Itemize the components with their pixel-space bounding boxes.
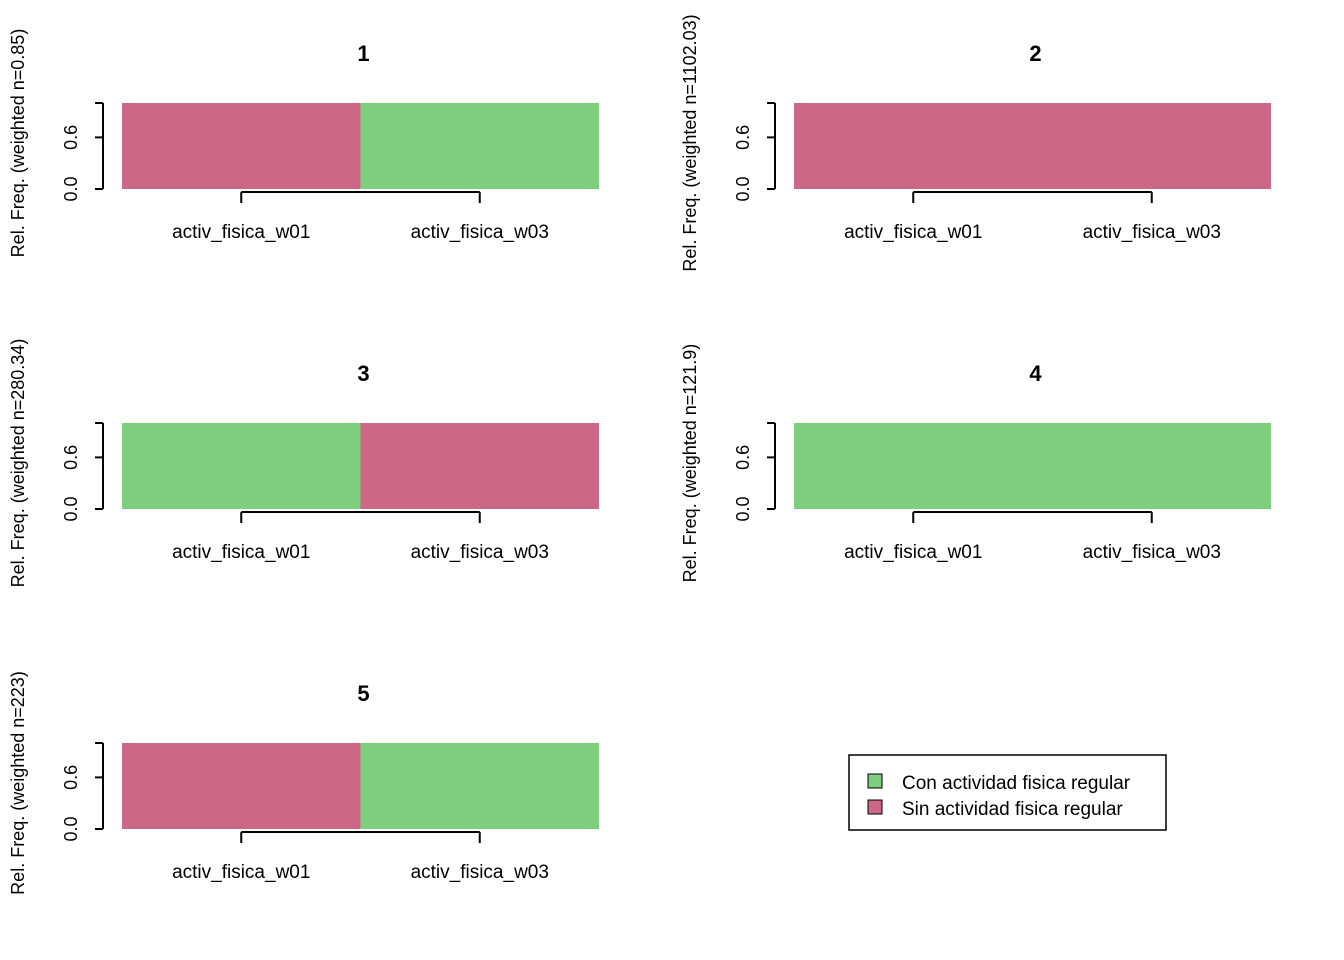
panel-title: 4 xyxy=(1029,361,1042,386)
x-category-label: activ_fisica_w01 xyxy=(172,222,310,243)
y-tick-label: 0.6 xyxy=(61,765,81,790)
bar-activ_fisica_w01-sin xyxy=(794,103,1033,189)
x-category-label: activ_fisica_w03 xyxy=(411,222,549,243)
y-tick-label: 0.0 xyxy=(61,176,81,201)
panel-4: 4 0.0 0.6 Rel. Freq. (weighted n=121.9) acti… xyxy=(680,344,1271,583)
y-axis-label: Rel. Freq. (weighted n=280.34) xyxy=(8,339,28,588)
y-tick-label: 0.6 xyxy=(733,125,753,150)
panel-3: 3 0.0 0.6 Rel. Freq. (weighted n=280.34) act… xyxy=(8,339,599,588)
legend-label-con: Con actividad fisica regular xyxy=(902,773,1131,794)
panel-5: 5 0.0 0.6 Rel. Freq. (weighted n=223) activ_… xyxy=(8,671,599,895)
x-category-label: activ_fisica_w01 xyxy=(172,542,310,563)
panel-2: 2 0.0 0.6 Rel. Freq. (weighted n=1102.03) ac… xyxy=(680,14,1271,272)
panel-title: 3 xyxy=(357,361,369,386)
bar-activ_fisica_w01-con xyxy=(122,423,361,509)
legend-swatch-sin xyxy=(867,799,883,815)
y-tick-label: 0.0 xyxy=(61,816,81,841)
y-tick-label: 0.0 xyxy=(733,176,753,201)
y-axis-label: Rel. Freq. (weighted n=223) xyxy=(8,671,28,895)
panels: 1 0.0 0.6 Rel. Freq. (weighted n=0.85) activ… xyxy=(8,14,1271,895)
x-category-label: activ_fisica_w03 xyxy=(411,862,549,883)
legend-label-sin: Sin actividad fisica regular xyxy=(902,799,1123,820)
y-tick-label: 0.6 xyxy=(733,445,753,470)
y-tick-label: 0.6 xyxy=(61,445,81,470)
bar-activ_fisica_w03-sin xyxy=(360,423,599,509)
x-category-label: activ_fisica_w01 xyxy=(844,222,982,243)
bar-activ_fisica_w01-sin xyxy=(122,103,361,189)
panel-title: 1 xyxy=(357,41,369,66)
panel-1: 1 0.0 0.6 Rel. Freq. (weighted n=0.85) activ… xyxy=(8,29,599,258)
bar-activ_fisica_w03-con xyxy=(360,103,599,189)
x-category-label: activ_fisica_w01 xyxy=(844,542,982,563)
bar-activ_fisica_w03-con xyxy=(360,743,599,829)
panel-title: 5 xyxy=(357,681,369,706)
bar-activ_fisica_w01-con xyxy=(794,423,1033,509)
y-axis-label: Rel. Freq. (weighted n=121.9) xyxy=(680,344,700,583)
legend: Con actividad fisica regular Sin activid… xyxy=(848,754,1167,831)
bar-activ_fisica_w03-sin xyxy=(1032,103,1271,189)
bar-activ_fisica_w01-sin xyxy=(122,743,361,829)
y-tick-label: 0.6 xyxy=(61,125,81,150)
y-tick-label: 0.0 xyxy=(61,496,81,521)
bar-activ_fisica_w03-con xyxy=(1032,423,1271,509)
x-category-label: activ_fisica_w03 xyxy=(411,542,549,563)
y-axis-label: Rel. Freq. (weighted n=0.85) xyxy=(8,29,28,258)
x-category-label: activ_fisica_w03 xyxy=(1083,222,1221,243)
x-category-label: activ_fisica_w01 xyxy=(172,862,310,883)
y-axis-label: Rel. Freq. (weighted n=1102.03) xyxy=(680,14,700,271)
legend-box xyxy=(848,754,1167,831)
legend-swatch-con xyxy=(867,773,883,789)
panel-title: 2 xyxy=(1029,41,1041,66)
y-tick-label: 0.0 xyxy=(733,496,753,521)
x-category-label: activ_fisica_w03 xyxy=(1083,542,1221,563)
